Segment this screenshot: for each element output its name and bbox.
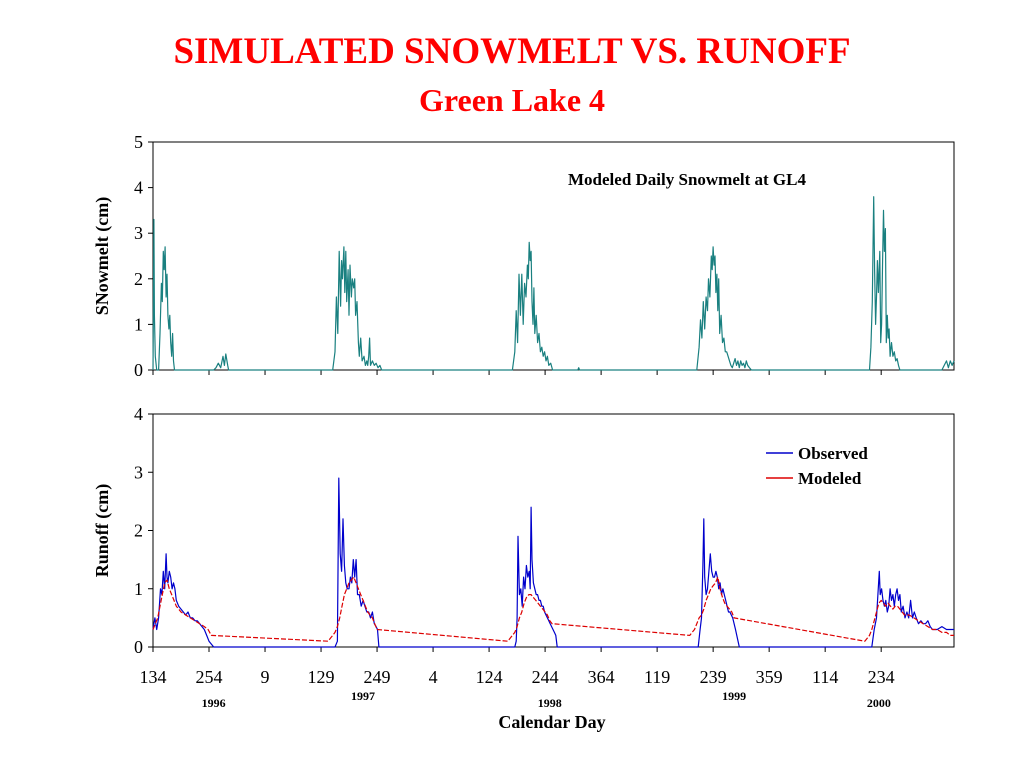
x-tick-label: 359 [756, 667, 783, 687]
y-tick-label: 2 [134, 269, 143, 289]
x-tick-label: 129 [308, 667, 335, 687]
y-tick-label: 4 [134, 178, 143, 198]
year-label: 1997 [351, 689, 375, 703]
x-tick-label: 254 [196, 667, 223, 687]
x-tick-label: 4 [429, 667, 438, 687]
x-tick-label: 249 [364, 667, 391, 687]
x-tick-label: 119 [644, 667, 670, 687]
y-tick-label: 1 [134, 314, 143, 334]
legend-label-modeled: Modeled [798, 469, 862, 488]
year-label: 1998 [538, 696, 562, 710]
year-label: 1996 [202, 696, 226, 710]
x-tick-label: 244 [532, 667, 559, 687]
chart-annotation: Modeled Daily Snowmelt at GL4 [568, 170, 806, 189]
x-axis-label: Calendar Day [498, 712, 605, 732]
y-tick-label: 0 [134, 637, 143, 657]
y-tick-label: 1 [134, 579, 143, 599]
series-line-modeled [152, 576, 954, 642]
y-tick-label: 2 [134, 521, 143, 541]
y-tick-label: 0 [134, 360, 143, 380]
x-tick-label: 364 [588, 667, 615, 687]
y-tick-label: 5 [134, 132, 143, 152]
snowmelt-panel-frame [152, 141, 955, 371]
y-tick-label: 4 [134, 404, 143, 424]
x-tick-label: 239 [700, 667, 727, 687]
x-tick-label: 114 [812, 667, 838, 687]
y-axis-label: SNowmelt (cm) [92, 197, 113, 315]
year-label: 1999 [722, 689, 746, 703]
x-tick-label: 9 [261, 667, 270, 687]
y-tick-label: 3 [134, 223, 143, 243]
x-tick-label: 124 [476, 667, 503, 687]
chart-subtitle: Green Lake 4 [418, 82, 606, 118]
y-tick-label: 3 [134, 462, 143, 482]
series-line-observed [152, 477, 954, 648]
chart-title: SIMULATED SNOWMELT VS. RUNOFF [173, 31, 851, 72]
legend-label-observed: Observed [798, 444, 868, 463]
x-tick-label: 234 [868, 667, 895, 687]
x-tick-label: 134 [140, 667, 167, 687]
year-label: 2000 [867, 696, 891, 710]
series-line-snowmelt [152, 196, 955, 371]
y-axis-label: Runoff (cm) [92, 484, 113, 577]
